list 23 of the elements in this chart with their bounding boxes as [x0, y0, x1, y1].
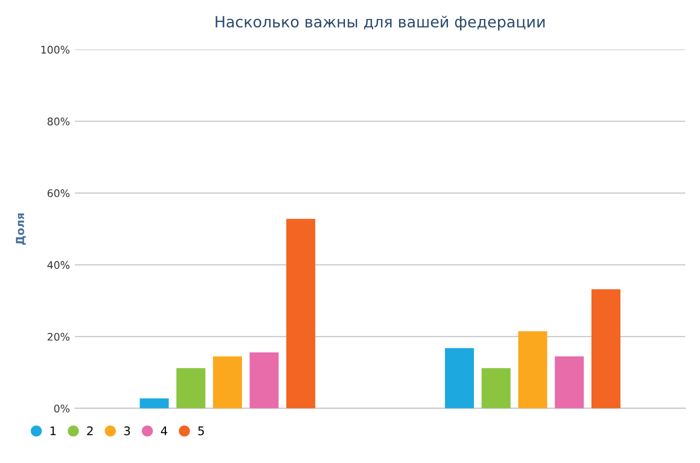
chart-title: Насколько важны для вашей федерации	[216, 16, 545, 30]
bar	[213, 356, 242, 408]
bar	[591, 289, 620, 408]
legend-label: 3	[124, 426, 130, 436]
bar	[444, 348, 474, 408]
bar	[518, 331, 548, 408]
legend-label: 4	[160, 426, 168, 436]
bar	[250, 352, 279, 408]
y-tick-label: 100%	[41, 46, 70, 54]
bar	[176, 368, 206, 408]
y-tick-label: 20%	[48, 332, 70, 341]
bar	[140, 398, 169, 408]
legend-label: 5	[198, 426, 204, 436]
y-axis-title: Доля	[16, 213, 26, 245]
y-tick-label: 0%	[54, 404, 70, 412]
y-tick-label: 40%	[47, 261, 70, 269]
legend-label: 1	[50, 426, 56, 436]
bar	[286, 218, 316, 408]
bar	[554, 356, 584, 408]
legend-label: 2	[87, 426, 93, 436]
y-tick-label: 80%	[48, 118, 70, 126]
y-tick-label: 60%	[48, 189, 70, 198]
bar	[482, 368, 511, 408]
